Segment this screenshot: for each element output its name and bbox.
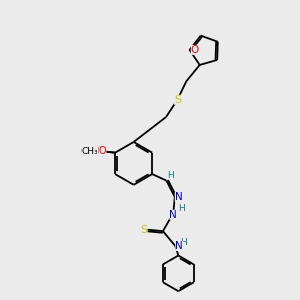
Text: N: N — [169, 210, 177, 220]
Text: N: N — [176, 241, 183, 251]
Text: H: H — [178, 204, 185, 213]
Text: O: O — [99, 146, 106, 156]
Text: S: S — [174, 95, 181, 105]
Text: O: O — [96, 146, 104, 156]
Text: H: H — [180, 238, 187, 247]
Text: S: S — [140, 225, 147, 235]
Text: CH₃: CH₃ — [82, 147, 98, 156]
Text: O: O — [191, 45, 199, 55]
Text: H: H — [167, 171, 174, 180]
Text: CH₃: CH₃ — [80, 147, 97, 156]
Text: N: N — [175, 192, 182, 202]
